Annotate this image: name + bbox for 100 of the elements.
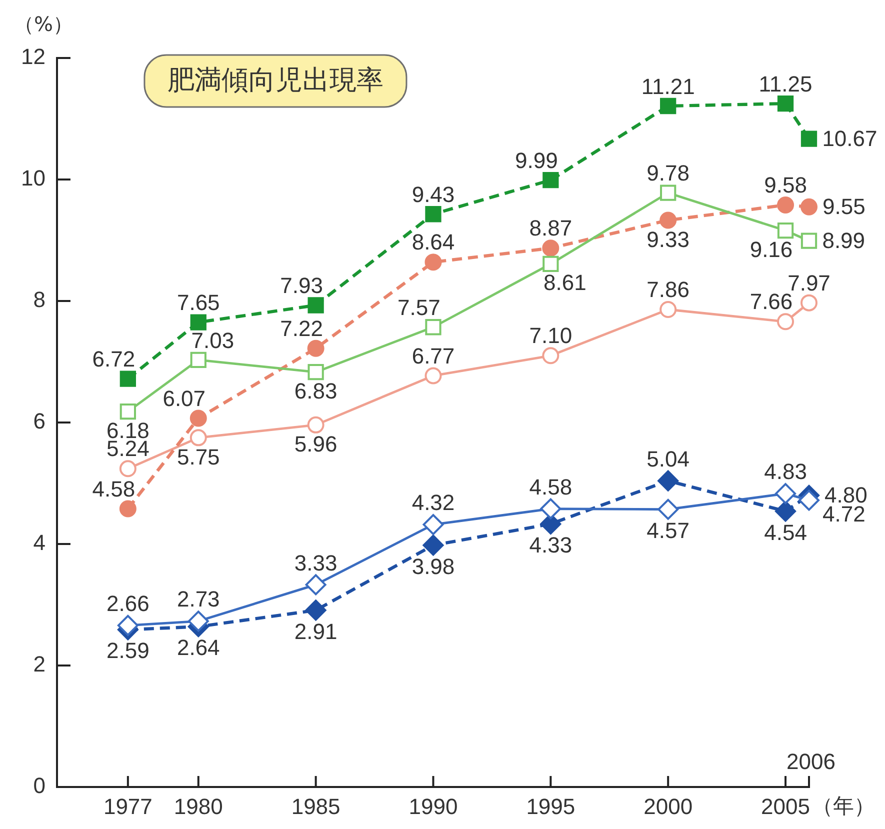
point <box>190 352 206 368</box>
point <box>542 240 560 257</box>
data-label: 7.65 <box>176 290 220 316</box>
x-tick-label: 1985 <box>291 794 340 820</box>
data-label: 7.22 <box>280 316 323 341</box>
point <box>777 196 794 214</box>
data-label: 6.83 <box>294 378 338 404</box>
data-label: 2.91 <box>294 618 338 644</box>
point <box>542 347 560 364</box>
y-tick-label: 10 <box>20 166 46 191</box>
data-label: 7.57 <box>398 294 440 320</box>
chart-title: 肥満傾向児出現率 <box>167 65 384 96</box>
x-tick-label: 1990 <box>408 794 458 820</box>
data-label: 7.66 <box>750 289 793 314</box>
data-label: 4.54 <box>764 520 807 545</box>
data-label: 4.32 <box>412 490 455 516</box>
data-label: 10.67 <box>822 126 878 151</box>
point <box>800 294 818 312</box>
point <box>307 416 324 434</box>
point <box>424 367 442 384</box>
point <box>190 314 206 330</box>
point <box>540 498 562 520</box>
point <box>190 410 207 427</box>
point <box>308 364 324 380</box>
data-label: 8.64 <box>412 230 455 255</box>
point <box>777 313 794 330</box>
point <box>422 534 444 556</box>
data-label: 8.99 <box>822 228 866 253</box>
data-label: 7.93 <box>280 273 323 298</box>
data-label: 4.33 <box>529 532 572 558</box>
point <box>660 301 677 318</box>
y-tick-label: 6 <box>33 408 46 434</box>
point <box>798 490 820 511</box>
y-axis-title: （%） <box>14 12 73 36</box>
data-label: 9.33 <box>646 226 690 252</box>
point <box>190 429 207 446</box>
point <box>422 514 444 536</box>
data-label: 7.10 <box>529 323 572 348</box>
data-label: 11.25 <box>758 71 812 96</box>
data-label: 8.87 <box>529 216 572 241</box>
point <box>775 500 796 522</box>
data-label: 4.57 <box>646 518 690 543</box>
data-label: 5.04 <box>646 446 690 472</box>
point <box>424 254 442 271</box>
x-tick-label: 2005 <box>761 794 810 820</box>
data-label: 2.64 <box>176 635 220 660</box>
x-tick-label: 2000 <box>644 794 693 820</box>
data-label: 5.96 <box>294 431 338 456</box>
annotation: 2006 <box>786 749 836 774</box>
point <box>188 610 209 632</box>
point <box>660 212 677 229</box>
y-tick-label: 2 <box>33 652 46 677</box>
y-tick-label: 12 <box>20 44 46 70</box>
point <box>119 500 136 518</box>
data-label: 3.98 <box>412 554 455 579</box>
data-label: 9.16 <box>750 236 793 262</box>
data-label: 9.58 <box>764 172 807 198</box>
data-label: 5.75 <box>176 444 220 470</box>
y-tick-label: 0 <box>33 773 46 798</box>
y-tick-label: 8 <box>33 287 46 312</box>
data-label: 11.21 <box>641 74 695 99</box>
point <box>660 184 676 201</box>
point <box>777 95 794 112</box>
point <box>119 460 136 478</box>
data-label: 2.66 <box>106 590 150 616</box>
x-tick-label: 1980 <box>174 794 223 820</box>
data-label: 6.72 <box>92 346 136 372</box>
point <box>800 130 818 147</box>
data-label: 7.03 <box>191 328 234 353</box>
x-tick-label: 1995 <box>526 794 576 820</box>
point <box>308 297 324 314</box>
point <box>120 370 136 387</box>
point <box>777 222 794 239</box>
data-label: 6.07 <box>162 386 206 411</box>
point <box>305 574 326 596</box>
data-label: 2.59 <box>106 638 150 664</box>
data-label: 8.61 <box>544 270 586 296</box>
data-label: 9.99 <box>514 148 558 173</box>
point <box>307 340 324 357</box>
point <box>775 483 796 504</box>
data-label: 3.33 <box>294 550 338 576</box>
data-label: 7.86 <box>646 277 690 302</box>
point <box>800 232 818 249</box>
point <box>425 319 442 336</box>
point <box>658 498 679 520</box>
data-label: 4.80 <box>824 482 868 508</box>
point <box>542 256 559 272</box>
data-label: 9.78 <box>646 160 690 186</box>
data-label: 6.77 <box>412 343 455 368</box>
data-label: 9.55 <box>822 194 866 219</box>
data-label: 4.58 <box>92 476 136 502</box>
point <box>425 206 442 222</box>
point <box>800 198 818 216</box>
point <box>305 600 326 621</box>
point <box>660 98 676 114</box>
point <box>658 470 679 492</box>
data-label: 4.83 <box>764 459 807 484</box>
point <box>117 614 138 636</box>
data-label: 9.43 <box>412 182 455 207</box>
point <box>120 403 136 420</box>
